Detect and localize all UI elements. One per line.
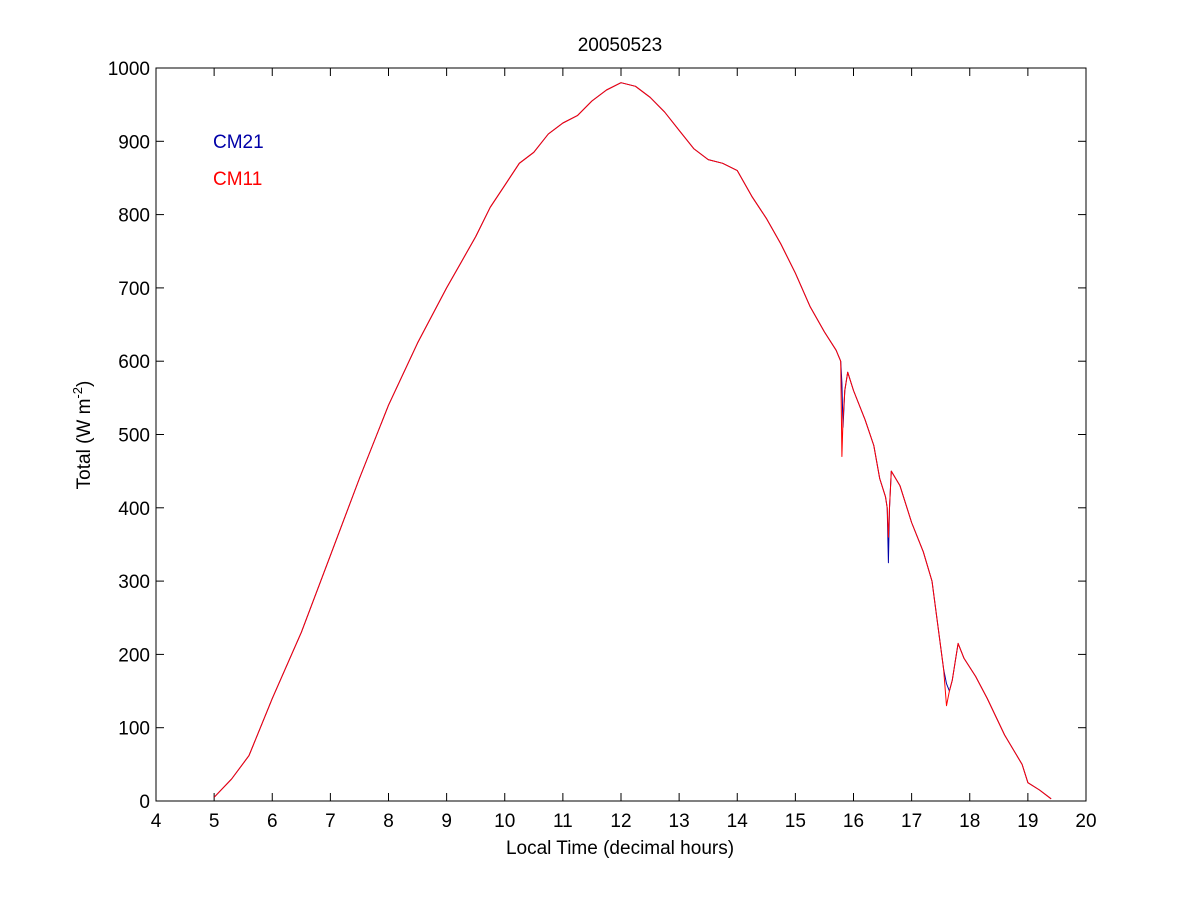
- x-tick-label: 7: [325, 811, 336, 832]
- x-tick-label: 17: [901, 811, 922, 832]
- y-axis-ticks: 0 100 200 300 400 500 600 700 800 900 1000: [108, 59, 1086, 813]
- y-tick-label: 800: [118, 206, 150, 227]
- y-axis-label: Total (W m-2): [70, 381, 95, 490]
- y-tick-label: 100: [118, 719, 150, 740]
- x-tick-label: 18: [959, 811, 980, 832]
- y-axis-label-main: Total (W m: [74, 399, 95, 490]
- x-tick-label: 10: [494, 811, 515, 832]
- x-axis-label: Local Time (decimal hours): [506, 838, 734, 859]
- x-tick-label: 20: [1075, 811, 1096, 832]
- y-axis-label-close: ): [74, 381, 95, 387]
- y-tick-label: 600: [118, 352, 150, 373]
- x-axis-ticks: 4 5 6 7 8 9 10 11 12 13 14 15 16 17 18 19 20: [151, 68, 1097, 832]
- x-tick-label: 12: [610, 811, 631, 832]
- y-tick-label: 1000: [108, 59, 150, 80]
- y-tick-label: 700: [118, 279, 150, 300]
- series-lines: [213, 82, 1052, 800]
- x-tick-label: 13: [669, 811, 690, 832]
- chart-title: 20050523: [578, 35, 663, 56]
- axes-box: [155, 67, 1087, 802]
- y-tick-label: 500: [118, 426, 150, 447]
- x-tick-label: 6: [267, 811, 278, 832]
- x-tick-label: 11: [553, 811, 573, 832]
- x-tick-label: 4: [151, 811, 162, 832]
- x-tick-label: 19: [1017, 811, 1038, 832]
- plot-area: 4 5 6 7 8 9 10 11 12 13 14 15 16 17 18 19 20 01002003004…: [108, 59, 1097, 832]
- x-tick-label: 8: [383, 811, 394, 832]
- y-tick-label: 0: [139, 792, 150, 813]
- legend: CM21 CM11: [213, 132, 264, 190]
- x-tick-label: 9: [441, 811, 452, 832]
- y-tick-label: 200: [118, 645, 150, 666]
- legend-label-cm21: CM21: [213, 132, 264, 153]
- series-line-cm11: [213, 82, 1052, 800]
- y-tick-label: 400: [118, 499, 150, 520]
- x-tick-label: 14: [727, 811, 749, 832]
- y-tick-label: 900: [118, 132, 150, 153]
- x-tick-label: 15: [785, 811, 806, 832]
- x-tick-label: 16: [843, 811, 864, 832]
- y-tick-label: 300: [118, 572, 150, 593]
- x-tick-label: 5: [209, 811, 220, 832]
- y-axis-label-superscript: -2: [70, 387, 85, 399]
- legend-label-cm11: CM11: [213, 169, 262, 190]
